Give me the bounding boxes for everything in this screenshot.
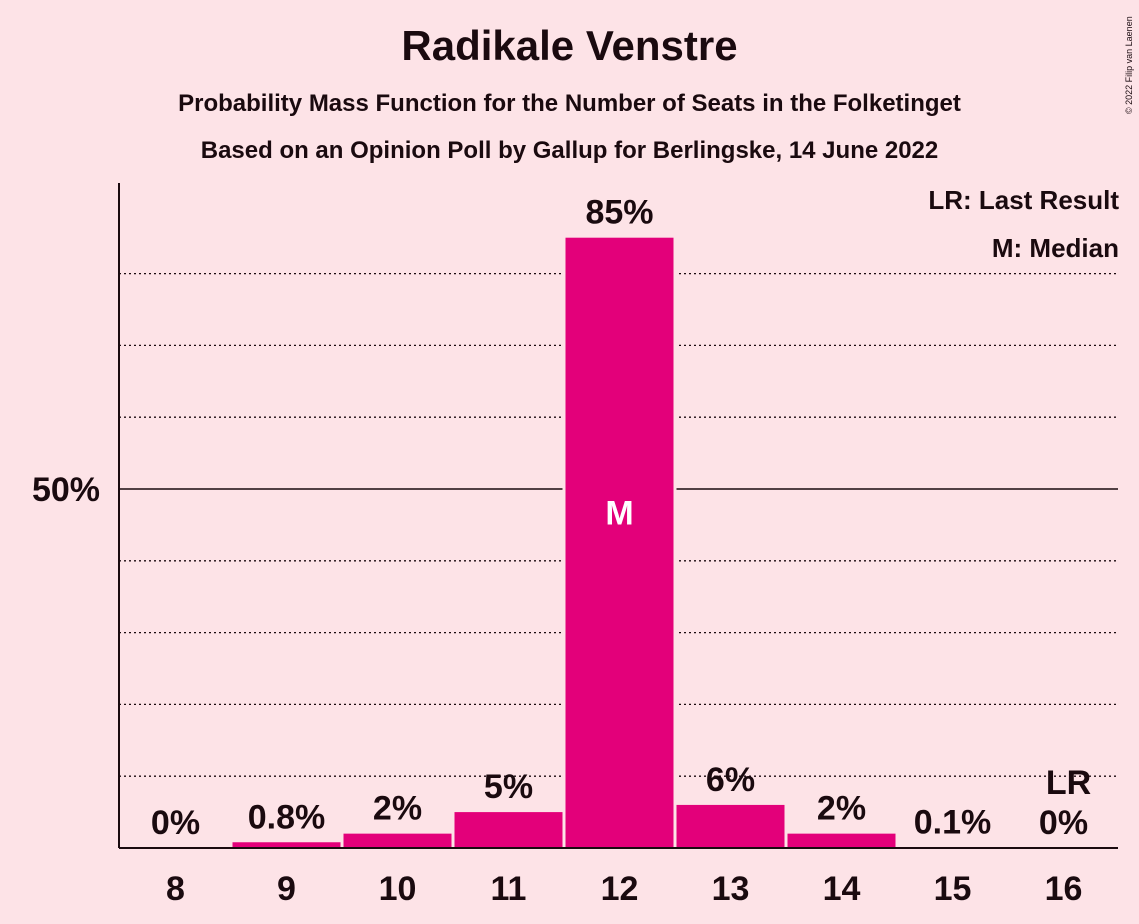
- y-tick-label: 50%: [32, 471, 100, 509]
- bar: [676, 804, 785, 848]
- x-tick-label: 11: [491, 870, 527, 908]
- bar: [454, 812, 563, 848]
- chart-source-subtitle: Based on an Opinion Poll by Gallup for B…: [200, 137, 939, 164]
- legend-last-result: LR: Last Result: [928, 185, 1119, 215]
- x-tick-label: 12: [601, 870, 639, 908]
- copyright-note: © 2022 Filip van Laenen: [1124, 16, 1134, 114]
- bar-value-label: 0.8%: [248, 798, 326, 836]
- x-tick-label: 13: [712, 870, 750, 908]
- x-tick-label: 14: [823, 870, 861, 908]
- bar-value-label: 2%: [817, 790, 866, 828]
- chart-subtitle: Probability Mass Function for the Number…: [178, 90, 961, 117]
- last-result-marker: LR: [1046, 764, 1091, 802]
- x-tick-label: 15: [934, 870, 972, 908]
- chart-title: Radikale Venstre: [401, 22, 738, 69]
- median-marker: M: [605, 495, 633, 533]
- legend-median: M: Median: [991, 233, 1119, 263]
- bars: [229, 234, 1010, 848]
- bar: [232, 842, 341, 848]
- bar-value-label: 0.1%: [914, 803, 992, 841]
- bar-outline: [895, 844, 1010, 848]
- x-tick-label: 8: [166, 870, 185, 908]
- copyright-text: © 2022 Filip van Laenen: [1124, 16, 1134, 114]
- x-tick-label: 9: [277, 870, 296, 908]
- labels: 50% 0% 8 0.8% 9 2% 10 5% 11 85% 12 M 6% 13 2% 14 0.1% 15 0…: [32, 194, 1091, 908]
- axes: [118, 183, 1118, 849]
- bar: [787, 833, 896, 848]
- bar: [565, 237, 674, 848]
- bar-value-label: 0%: [1039, 804, 1088, 842]
- bar-value-label: 2%: [373, 790, 422, 828]
- x-tick-label: 16: [1045, 870, 1083, 908]
- bar: [343, 833, 452, 848]
- x-tick-label: 10: [379, 870, 417, 908]
- bar-value-label: 0%: [151, 804, 200, 842]
- bar-value-label: 5%: [484, 768, 533, 806]
- bar-value-label: 85%: [585, 194, 653, 232]
- bar-value-label: 6%: [706, 761, 755, 799]
